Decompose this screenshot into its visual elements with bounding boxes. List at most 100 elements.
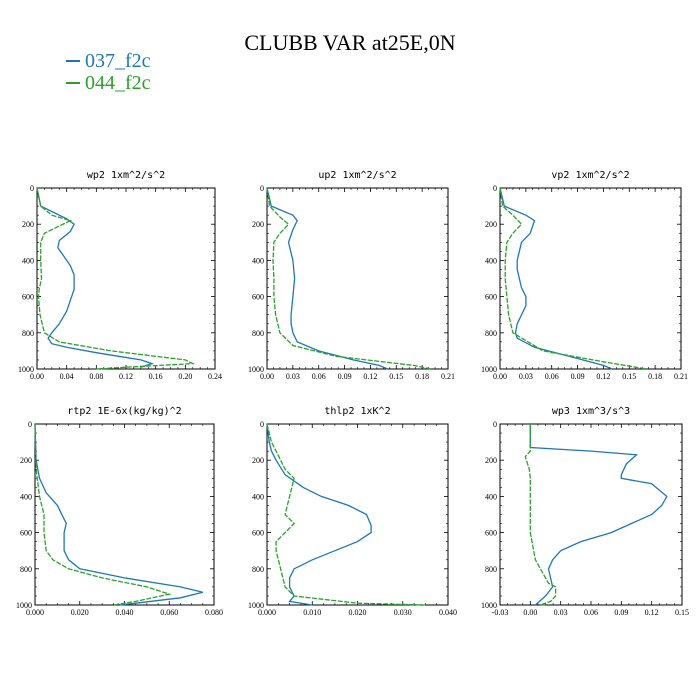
series-line <box>524 424 557 606</box>
y-tick-label: 800 <box>252 565 264 574</box>
plot-frame <box>36 187 216 370</box>
y-tick-label: 600 <box>252 293 264 302</box>
panel-title: vp2 1xm^2/s^2 <box>551 170 629 181</box>
series-line <box>529 424 668 606</box>
legend-item: 044_f2c <box>66 72 151 94</box>
series-line <box>266 187 388 370</box>
x-tick-label: 0.12 <box>119 372 133 381</box>
x-tick-label: 0.000 <box>258 608 276 617</box>
x-tick-label: 0.080 <box>205 608 223 617</box>
x-tick-label: 0.09 <box>571 372 585 381</box>
panel-title: thlp2 1xK^2 <box>324 406 390 417</box>
legend-swatch <box>66 82 80 84</box>
x-tick-label: 0.06 <box>584 608 598 617</box>
x-tick-label: 0.000 <box>26 608 44 617</box>
x-tick-label: 0.18 <box>648 372 662 381</box>
series-line <box>34 423 203 606</box>
y-tick-label: 600 <box>485 293 497 302</box>
y-tick-label: 0 <box>260 184 264 193</box>
chart-panel: wp3 1xm^3/s^3 -0.03 0.00 0.03 0.06 0.09 0.12 0.… <box>481 406 689 617</box>
series-line <box>499 187 647 370</box>
legend-label: 044_f2c <box>85 72 151 94</box>
y-tick-label: 400 <box>252 256 264 265</box>
y-tick-label: 200 <box>252 456 264 465</box>
x-tick-label: 0.18 <box>415 372 429 381</box>
x-tick-label: 0.12 <box>645 608 659 617</box>
x-tick-label: 0.040 <box>439 608 457 617</box>
y-tick-label: 0 <box>260 420 264 429</box>
x-tick-label: 0.24 <box>208 372 222 381</box>
x-tick-label: 0.040 <box>116 608 134 617</box>
x-tick-label: 0.03 <box>286 372 300 381</box>
y-tick-label: 0 <box>28 420 32 429</box>
series-line <box>499 187 613 370</box>
y-tick-label: 800 <box>485 329 497 338</box>
y-tick-label: 1000 <box>248 601 264 610</box>
x-tick-label: 0.06 <box>312 372 326 381</box>
y-tick-label: 400 <box>22 256 34 265</box>
series-line <box>34 423 172 606</box>
y-tick-label: 1000 <box>481 601 497 610</box>
y-tick-label: 600 <box>20 529 32 538</box>
panel-title: wp3 1xm^3/s^3 <box>552 406 630 417</box>
series-line <box>266 187 431 370</box>
y-tick-label: 200 <box>20 456 32 465</box>
y-tick-label: 800 <box>20 565 32 574</box>
x-tick-label: 0.15 <box>622 372 636 381</box>
series-line <box>36 187 155 368</box>
series-line <box>266 423 426 606</box>
x-tick-label: 0.03 <box>554 608 568 617</box>
y-tick-label: 400 <box>20 492 32 501</box>
y-tick-label: 400 <box>252 492 264 501</box>
y-tick-label: 200 <box>485 456 497 465</box>
y-tick-label: 1000 <box>248 365 264 374</box>
x-tick-label: 0.15 <box>675 608 689 617</box>
y-tick-label: 800 <box>252 329 264 338</box>
x-tick-label: 0.12 <box>596 372 610 381</box>
x-tick-label: 0.21 <box>441 372 455 381</box>
panel-title: up2 1xm^2/s^2 <box>318 170 396 181</box>
x-tick-label: 0.060 <box>160 608 178 617</box>
x-tick-label: 0.00 <box>260 372 274 381</box>
y-tick-label: 400 <box>485 492 497 501</box>
chart-panel: rtp2 1E-6x(kg/kg)^2 0.000 0.020 0.040 0.060 0… <box>16 406 223 617</box>
y-tick-label: 600 <box>22 293 34 302</box>
series-line <box>266 423 372 606</box>
x-tick-label: 0.010 <box>303 608 321 617</box>
legend: 037_f2c 044_f2c <box>66 50 151 94</box>
x-tick-label: 0.020 <box>71 608 89 617</box>
series-line <box>36 187 196 370</box>
y-tick-label: 1000 <box>16 601 32 610</box>
x-tick-label: 0.12 <box>363 372 377 381</box>
y-tick-label: 800 <box>22 329 34 338</box>
x-tick-label: 0.09 <box>614 608 628 617</box>
y-tick-label: 600 <box>485 529 497 538</box>
figure-title: CLUBB VAR at25E,0N <box>244 30 456 55</box>
x-tick-label: 0.16 <box>149 372 163 381</box>
x-tick-label: 0.15 <box>389 372 403 381</box>
x-tick-label: 0.20 <box>178 372 192 381</box>
x-tick-label: 0.21 <box>674 372 688 381</box>
panel-title: rtp2 1E-6x(kg/kg)^2 <box>67 406 181 417</box>
chart-panel: vp2 1xm^2/s^2 0.00 0.03 0.06 0.09 0.12 0.15 0.1… <box>481 170 688 381</box>
x-tick-label: 0.09 <box>338 372 352 381</box>
x-tick-label: 0.00 <box>523 608 537 617</box>
y-tick-label: 200 <box>485 220 497 229</box>
legend-label: 037_f2c <box>85 50 151 72</box>
x-tick-label: 0.03 <box>519 372 533 381</box>
y-tick-label: 0 <box>30 184 34 193</box>
x-tick-label: 0.030 <box>394 608 412 617</box>
x-tick-label: 0.00 <box>30 372 44 381</box>
y-tick-label: 200 <box>252 220 264 229</box>
x-tick-label: 0.06 <box>545 372 559 381</box>
y-tick-label: 0 <box>493 420 497 429</box>
y-tick-label: 400 <box>485 256 497 265</box>
chart-panel: wp2 1xm^2/s^2 0.00 0.04 0.08 0.12 0.16 0.20 0.2… <box>18 170 222 381</box>
x-tick-label: 0.08 <box>89 372 103 381</box>
x-tick-label: 0.04 <box>60 372 74 381</box>
y-tick-label: 1000 <box>18 365 34 374</box>
y-tick-label: 1000 <box>481 365 497 374</box>
chart-panel: up2 1xm^2/s^2 0.00 0.03 0.06 0.09 0.12 0.15 0.1… <box>248 170 455 381</box>
